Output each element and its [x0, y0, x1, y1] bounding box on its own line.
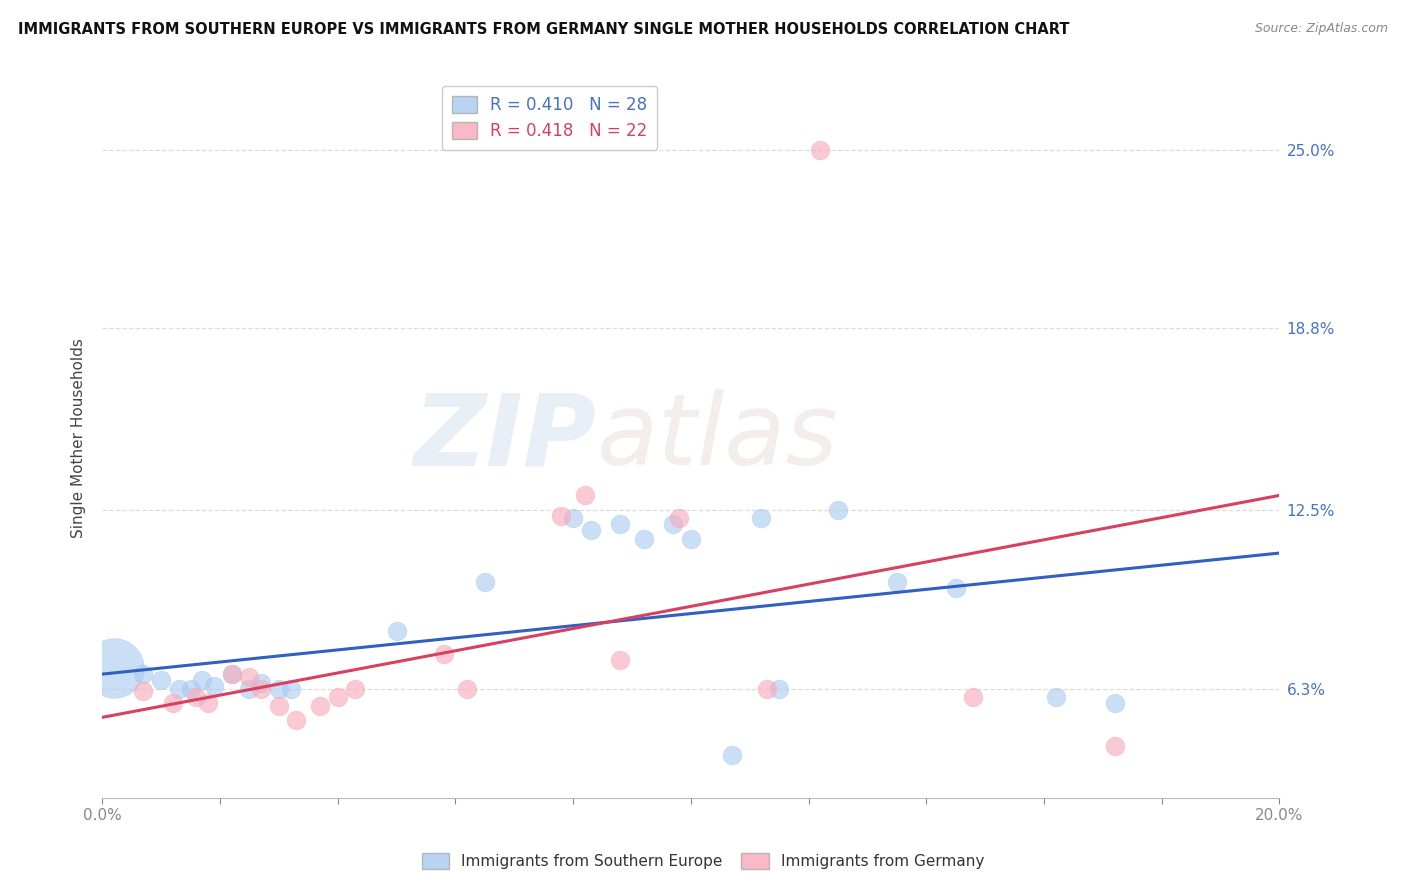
Point: [456, 681, 478, 696]
Point: [768, 681, 790, 696]
Point: [280, 681, 302, 696]
Point: [385, 624, 408, 638]
Point: [756, 681, 779, 696]
Point: [579, 523, 602, 537]
Point: [662, 517, 685, 532]
Point: [633, 532, 655, 546]
Text: ZIP: ZIP: [413, 389, 596, 486]
Point: [886, 574, 908, 589]
Point: [679, 532, 702, 546]
Point: [326, 690, 349, 705]
Point: [132, 667, 155, 681]
Point: [267, 681, 290, 696]
Point: [827, 503, 849, 517]
Point: [962, 690, 984, 705]
Point: [179, 681, 201, 696]
Point: [721, 747, 744, 762]
Point: [574, 488, 596, 502]
Point: [433, 647, 456, 661]
Legend: Immigrants from Southern Europe, Immigrants from Germany: Immigrants from Southern Europe, Immigra…: [416, 847, 990, 875]
Point: [267, 698, 290, 713]
Y-axis label: Single Mother Households: Single Mother Households: [72, 338, 86, 538]
Point: [238, 681, 260, 696]
Point: [309, 698, 332, 713]
Point: [132, 684, 155, 698]
Point: [751, 511, 773, 525]
Point: [1045, 690, 1067, 705]
Text: Source: ZipAtlas.com: Source: ZipAtlas.com: [1254, 22, 1388, 36]
Point: [344, 681, 367, 696]
Text: IMMIGRANTS FROM SOUTHERN EUROPE VS IMMIGRANTS FROM GERMANY SINGLE MOTHER HOUSEHO: IMMIGRANTS FROM SOUTHERN EUROPE VS IMMIG…: [18, 22, 1070, 37]
Point: [221, 667, 243, 681]
Point: [1104, 739, 1126, 754]
Point: [191, 673, 214, 687]
Point: [221, 667, 243, 681]
Point: [668, 511, 690, 525]
Point: [1104, 696, 1126, 710]
Point: [150, 673, 173, 687]
Point: [609, 653, 631, 667]
Point: [285, 713, 308, 727]
Point: [103, 661, 125, 675]
Point: [808, 143, 831, 157]
Point: [162, 696, 184, 710]
Point: [167, 681, 190, 696]
Point: [202, 679, 225, 693]
Legend: R = 0.410   N = 28, R = 0.418   N = 22: R = 0.410 N = 28, R = 0.418 N = 22: [441, 86, 658, 151]
Point: [250, 681, 273, 696]
Point: [186, 690, 208, 705]
Point: [238, 670, 260, 684]
Point: [474, 574, 496, 589]
Point: [250, 675, 273, 690]
Point: [609, 517, 631, 532]
Point: [945, 581, 967, 595]
Point: [550, 508, 572, 523]
Point: [562, 511, 585, 525]
Point: [197, 696, 219, 710]
Text: atlas: atlas: [596, 389, 838, 486]
